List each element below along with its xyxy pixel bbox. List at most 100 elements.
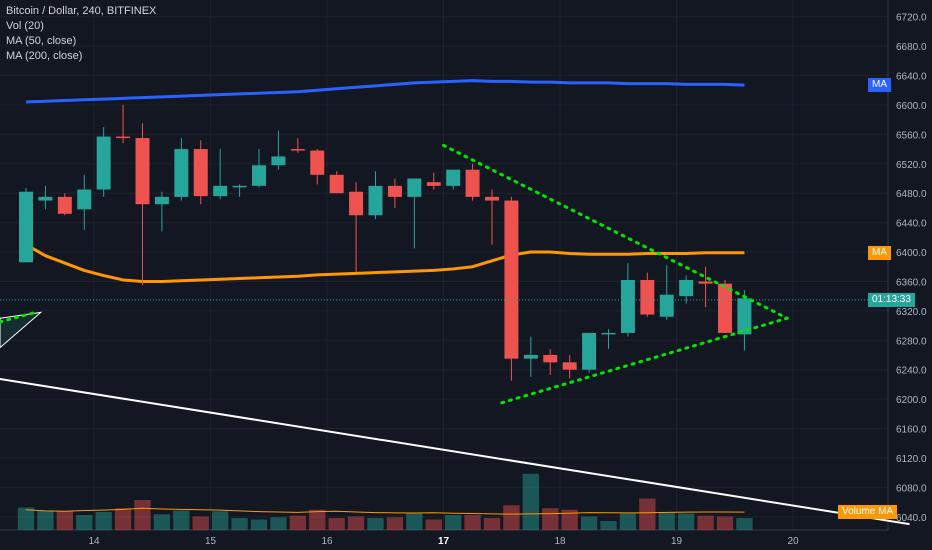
candle-body[interactable] xyxy=(57,196,72,214)
time-axis-label: 17 xyxy=(438,536,450,547)
candle-body[interactable] xyxy=(368,185,383,216)
candle-body[interactable] xyxy=(77,189,92,210)
volume-bar[interactable] xyxy=(483,518,501,530)
candle-body[interactable] xyxy=(679,279,694,297)
ma50-indicator-label[interactable]: MA (50, close) xyxy=(6,35,77,47)
price-axis-label: 6080.0 xyxy=(896,483,927,494)
volume-bar[interactable] xyxy=(522,473,539,530)
candle-body[interactable] xyxy=(523,354,538,359)
trendline[interactable] xyxy=(0,373,910,526)
vol-indicator-label[interactable]: Vol (20) xyxy=(6,20,44,32)
volume-bar[interactable] xyxy=(289,515,306,530)
volume-bar[interactable] xyxy=(386,517,404,530)
volume-bar[interactable] xyxy=(697,515,714,530)
volume-bar[interactable] xyxy=(95,512,112,530)
candle-body[interactable] xyxy=(310,150,325,175)
candle-body[interactable] xyxy=(543,354,558,363)
left-pattern-dotted-line[interactable] xyxy=(0,310,38,324)
candle-body[interactable] xyxy=(659,294,674,317)
volume-bar[interactable] xyxy=(37,510,54,531)
volume-bar[interactable] xyxy=(270,517,287,530)
candle-body[interactable] xyxy=(485,196,499,201)
ma200-indicator-label[interactable]: MA (200, close) xyxy=(6,50,83,62)
volume-bar[interactable] xyxy=(114,508,132,530)
candle-body[interactable] xyxy=(737,298,752,335)
volume-bar[interactable] xyxy=(542,508,559,530)
candle-body[interactable] xyxy=(38,196,53,201)
candle-body[interactable] xyxy=(718,283,732,333)
volume-bar[interactable] xyxy=(367,518,384,530)
volume-bar[interactable] xyxy=(231,518,248,530)
candle-body[interactable] xyxy=(601,332,616,335)
candle-body[interactable] xyxy=(582,332,597,370)
candle-body[interactable] xyxy=(19,191,33,263)
volume-bar[interactable] xyxy=(192,516,209,531)
candle-body[interactable] xyxy=(271,156,286,166)
volume-bar[interactable] xyxy=(250,519,268,531)
candle-body[interactable] xyxy=(135,138,150,205)
price-axis-label: 6360.0 xyxy=(896,277,927,288)
volume-bar[interactable] xyxy=(406,513,423,531)
volume-bar[interactable] xyxy=(600,521,617,530)
candle-body[interactable] xyxy=(96,136,111,190)
volume-bar[interactable] xyxy=(153,514,171,530)
candle-body[interactable] xyxy=(387,185,402,197)
volume-ma-badge: Volume MA xyxy=(838,505,898,520)
candle-body[interactable] xyxy=(407,178,422,197)
candle-body[interactable] xyxy=(640,279,655,315)
candle-body[interactable] xyxy=(193,149,208,197)
volume-bar[interactable] xyxy=(639,498,656,531)
price-axis-label: 6400.0 xyxy=(896,248,927,259)
volume-bar[interactable] xyxy=(503,505,520,530)
volume-bar[interactable] xyxy=(425,519,442,531)
left-pattern-shape[interactable] xyxy=(0,311,43,349)
volume-bar[interactable] xyxy=(309,509,326,530)
price-axis-label: 6640.0 xyxy=(896,72,927,83)
ma50-line[interactable] xyxy=(25,243,745,283)
volume-bar[interactable] xyxy=(619,513,637,531)
candle-body[interactable] xyxy=(562,362,577,370)
volume-bar[interactable] xyxy=(328,518,345,530)
volume-bar[interactable] xyxy=(580,516,598,531)
volume-bar[interactable] xyxy=(716,516,734,531)
volume-bar[interactable] xyxy=(212,511,229,530)
candle-body[interactable] xyxy=(465,169,480,197)
volume-bar[interactable] xyxy=(56,511,73,530)
ma50-price-badge: MA xyxy=(868,246,891,261)
volume-ma-line[interactable] xyxy=(25,507,745,515)
volume-bar[interactable] xyxy=(736,518,753,530)
time-axis-label: 20 xyxy=(787,536,799,547)
candle-body[interactable] xyxy=(252,165,266,186)
price-axis-label: 6600.0 xyxy=(896,101,927,112)
volume-bar[interactable] xyxy=(76,515,93,530)
candle-body[interactable] xyxy=(620,279,635,333)
triangle-lower-line[interactable] xyxy=(500,316,789,405)
volume-bar[interactable] xyxy=(464,515,481,530)
volume-bar[interactable] xyxy=(347,516,365,531)
candle-body[interactable] xyxy=(329,174,344,194)
volume-bar[interactable] xyxy=(17,507,35,531)
volume-bar[interactable] xyxy=(561,509,578,530)
candle-body[interactable] xyxy=(232,185,247,188)
candle-body[interactable] xyxy=(446,169,461,186)
price-axis-label: 6200.0 xyxy=(896,395,927,406)
price-axis-label: 6520.0 xyxy=(896,160,927,171)
volume-bar[interactable] xyxy=(134,500,151,530)
volume-bar[interactable] xyxy=(658,512,675,530)
volume-bar[interactable] xyxy=(678,513,695,531)
candle-body[interactable] xyxy=(154,196,169,205)
ma200-line[interactable] xyxy=(25,79,745,104)
volume-bar[interactable] xyxy=(445,515,462,530)
candle-body[interactable] xyxy=(174,149,189,197)
candle-body[interactable] xyxy=(426,182,441,186)
candle-body[interactable] xyxy=(698,281,713,284)
triangle-upper-line[interactable] xyxy=(442,143,789,320)
volume-bar[interactable] xyxy=(173,510,190,531)
candle-body[interactable] xyxy=(290,149,305,151)
candle-body[interactable] xyxy=(504,200,519,359)
candle-body[interactable] xyxy=(213,185,228,197)
candle-body[interactable] xyxy=(349,191,364,216)
candle-body[interactable] xyxy=(116,136,131,139)
